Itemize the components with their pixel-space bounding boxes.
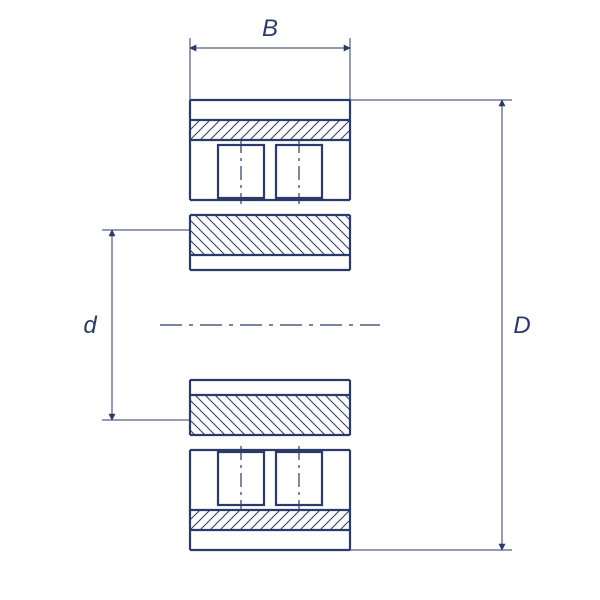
dimension-label-d: d	[83, 312, 97, 339]
inner-ring-top-hatch	[190, 215, 350, 255]
dimension-label-B: B	[262, 15, 278, 42]
outer-ring-top-hatch	[190, 120, 350, 140]
bearing-geometry	[160, 100, 380, 550]
dimension-label-D: D	[513, 312, 530, 339]
outer-ring-bot-hatch	[190, 510, 350, 530]
inner-ring-bot-hatch	[190, 395, 350, 435]
bearing-section-diagram: B Dd	[0, 0, 600, 600]
